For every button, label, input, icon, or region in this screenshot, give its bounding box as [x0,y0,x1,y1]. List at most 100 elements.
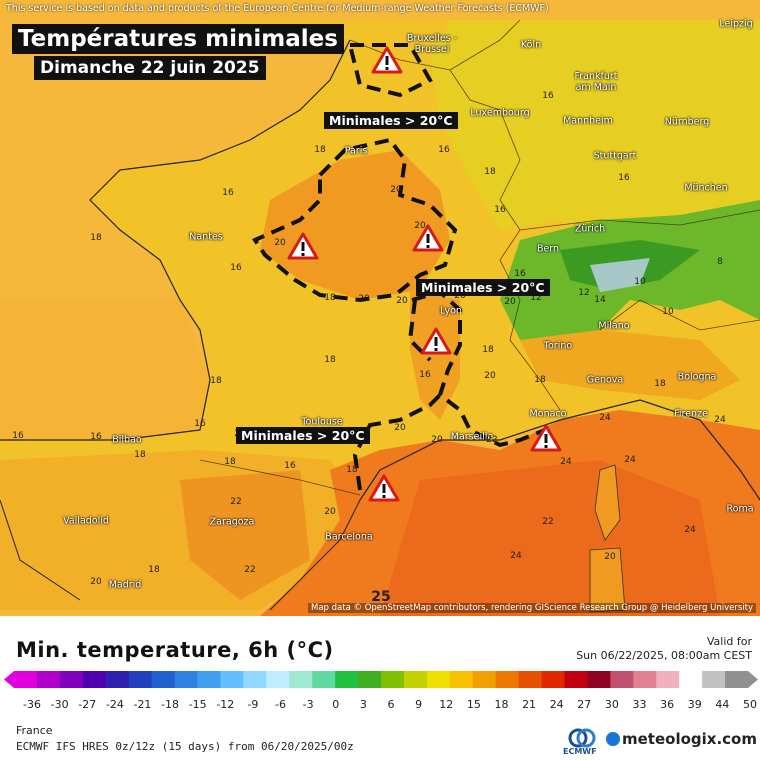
scale-swatch [266,671,290,688]
value-label: 20 [504,297,516,307]
value-label: 22 [230,497,242,507]
scale-tick-label: -21 [133,698,152,711]
value-label: 12 [530,293,542,303]
value-label: 16 [284,461,296,471]
temperature-map[interactable]: This service is based on data and produc… [0,0,760,616]
scale-tick-label: 3 [359,698,367,711]
scale-tick-label: 9 [415,698,423,711]
city-mannheim: Mannheim [563,115,613,127]
scale-tick-label: -30 [50,698,69,711]
value-label: 16 [438,145,450,155]
value-label: 24 [624,455,636,465]
city-firenze: Firenze [674,408,708,420]
value-label: 16 [494,205,506,215]
value-label: 18 [314,145,326,155]
scale-tick-label: 6 [387,698,395,711]
corsica [594,464,621,541]
value-label: 20 [484,371,496,381]
region-label: France [16,724,53,737]
value-label: 20 [431,435,443,445]
scale-swatch [14,671,38,688]
scale-swatch [495,671,520,688]
city-nantes: Nantes [189,231,223,243]
bay-of-biscay [0,300,210,440]
city-toulouse: Toulouse [301,416,343,428]
value-label: 24 [599,413,611,423]
scale-swatch [725,671,749,688]
warning-label: Minimales > 20°C [324,112,458,129]
value-label: 16 [618,173,630,183]
city-roma: Roma [726,503,754,515]
city-stuttgart: Stuttgart [593,150,637,162]
scale-swatch [312,671,336,688]
scale-swatch [105,671,130,688]
scale-tick-label: 12 [439,698,454,711]
scale-tick-label: -12 [216,698,235,711]
legend-panel: Min. temperature, 6h (°C) Valid for Sun … [0,616,760,760]
value-label: 8 [717,257,723,267]
scale-tick-label: 33 [632,698,647,711]
value-label: 18 [482,345,494,355]
scale-tick-label: 30 [604,698,619,711]
city-genova: Genova [586,374,624,386]
city-madrid: Madrid [108,579,142,591]
city-valladolid: Valladolid [63,515,109,527]
scale-tick-label: -3 [302,698,314,711]
scale-tick-label: 21 [522,698,537,711]
meteologix-icon [606,732,620,746]
city-leipzig: Leipzig [719,18,753,30]
scale-swatch [679,671,703,688]
value-label: 18 [324,355,336,365]
value-label: 16 [194,419,206,429]
value-label: 16 [230,263,242,273]
coastline-mediterranean [359,399,760,501]
city-koln: Köln [520,39,542,51]
value-label: 22 [486,435,498,445]
scale-swatch [151,671,176,688]
sardinia [589,547,626,613]
value-label: 20 [274,238,286,248]
city-milano: Milano [598,320,630,332]
value-label: 18 [90,233,102,243]
value-label: 20 [390,185,402,195]
scale-swatch [449,671,474,688]
value-label: 20 [396,296,408,306]
scale-tick-label: 50 [743,698,757,711]
value-label: 20 [324,507,336,517]
value-label: 18 [224,457,236,467]
city-paris: Paris [344,145,368,157]
scale-swatch [587,671,611,688]
city-monaco: Monaco [529,408,567,420]
value-label: 18 [134,450,146,460]
scale-tick-label: 36 [660,698,675,711]
city-nurnberg: Nürnberg [664,116,710,128]
value-label: 18 [324,293,336,303]
scale-swatch [82,671,107,688]
meteologix-brand: meteologix.com [622,730,757,748]
city-zurich: Zürich [574,223,606,235]
scale-swatch [289,671,313,688]
model-info: ECMWF IFS HRES 0z/12z (15 days) from 06/… [16,740,354,753]
value-label: 24 [714,415,726,425]
map-subtitle: Dimanche 22 juin 2025 [34,56,266,80]
scale-arrow-low [4,671,14,688]
scale-tick-label: -27 [78,698,97,711]
valid-label: Valid for [706,635,752,648]
map-canvas [0,0,760,616]
meteologix-logo[interactable]: meteologix.com [606,730,757,748]
city-marseille: Marseille [450,431,494,443]
scale-swatch [36,671,61,688]
value-label: 24 [684,525,696,535]
scale-tick-label: 39 [687,698,702,711]
scale-tick-label: -9 [247,698,259,711]
value-label: 24 [510,551,522,561]
value-label: 22 [542,517,554,527]
warning-label: Minimales > 20°C [416,279,550,296]
value-label: 20 [414,221,426,231]
value-label: 18 [484,167,496,177]
city-bruxelles: Bruxelles - Brussel [406,33,458,55]
city-bilbao: Bilbao [112,434,142,446]
value-label: 20 [90,577,102,587]
city-barcelona: Barcelona [325,531,373,543]
map-data-attribution: Map data © OpenStreetMap contributors, r… [308,603,756,613]
